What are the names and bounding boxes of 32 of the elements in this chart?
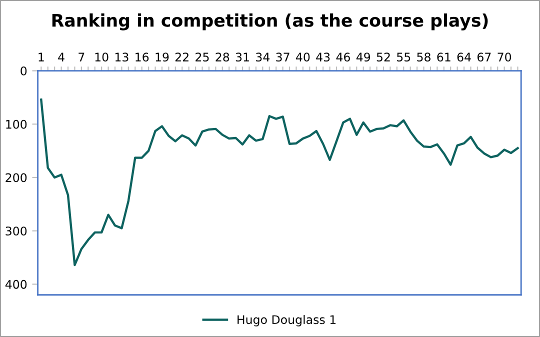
chart-title: Ranking in competition (as the course plays)	[52, 13, 488, 30]
x-tick-label: 1	[38, 52, 44, 62]
x-tick-label: 46	[336, 52, 350, 62]
x-tick-label: 25	[196, 52, 209, 62]
x-tick-label: 43	[316, 52, 330, 62]
y-tick-label: 100	[6, 120, 27, 129]
x-tick-label: 16	[136, 52, 149, 62]
y-tick-label: 300	[6, 226, 27, 236]
x-tick-label: 4	[58, 52, 64, 62]
x-tick-label: 34	[256, 52, 270, 62]
x-tick-label: 40	[296, 52, 310, 62]
x-tick-label: 58	[417, 52, 430, 62]
x-tick-label: 52	[376, 52, 390, 62]
x-tick-label: 31	[236, 52, 249, 62]
x-tick-label: 64	[457, 52, 471, 62]
x-tick-label: 7	[78, 52, 84, 62]
x-tick-label: 70	[498, 52, 512, 62]
x-tick-label: 13	[115, 52, 128, 62]
y-tick-label: 0	[20, 66, 27, 76]
x-tick-label: 67	[477, 52, 491, 62]
legend-label: Hugo Douglass 1	[238, 314, 336, 326]
y-tick-label: 200	[6, 173, 27, 182]
x-tick-label: 28	[216, 52, 230, 62]
y-tick-label: 400	[5, 280, 27, 289]
x-tick-label: 49	[356, 52, 370, 62]
x-tick-label: 19	[156, 52, 169, 62]
x-tick-label: 55	[397, 52, 410, 62]
line-series	[40, 98, 519, 266]
x-tick-label: 37	[276, 52, 290, 62]
x-tick-label: 61	[437, 52, 450, 62]
x-tick-label: 22	[175, 52, 188, 62]
x-tick-label: 10	[95, 52, 108, 62]
